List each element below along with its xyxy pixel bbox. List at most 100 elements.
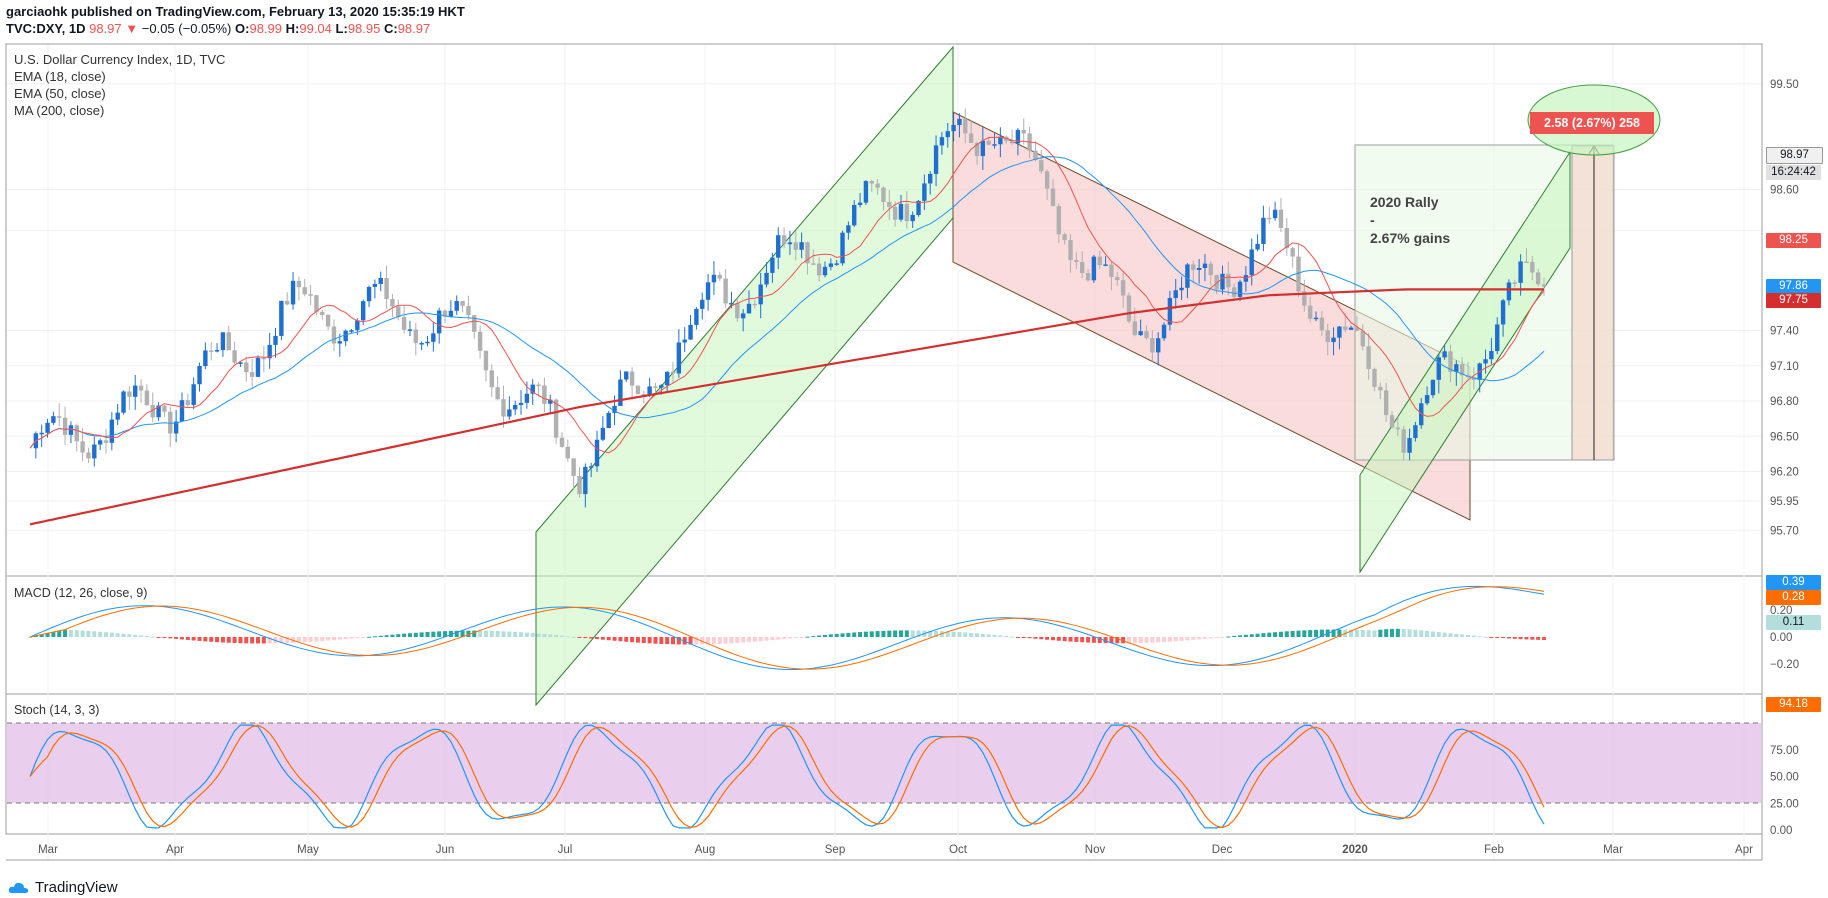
- macd-bar: [1337, 629, 1342, 637]
- macd-bar: [1080, 637, 1085, 643]
- macd-bar: [1156, 637, 1161, 643]
- candle-body: [1436, 357, 1441, 380]
- macd-bar: [308, 637, 313, 642]
- macd-bar: [875, 631, 880, 637]
- candle-body: [875, 183, 880, 188]
- macd-line: [29, 585, 1545, 670]
- candle-body: [1395, 427, 1401, 430]
- tradingview-logo[interactable]: TradingView: [8, 879, 118, 896]
- macd-bar: [1214, 637, 1219, 638]
- candle-body: [583, 466, 588, 494]
- macd-bar: [483, 630, 488, 637]
- candle-body: [1044, 171, 1050, 189]
- x-tick-label: Jul: [558, 844, 573, 856]
- macd-bar: [700, 637, 705, 645]
- candle-body: [1360, 330, 1365, 347]
- stoch-legend[interactable]: Stoch (14, 3, 3): [14, 703, 100, 717]
- candle-body: [717, 274, 722, 279]
- legend-ema18[interactable]: EMA (18, close): [14, 69, 106, 84]
- candle-body: [103, 440, 109, 443]
- macd-bar: [1477, 636, 1482, 638]
- macd-bar: [1436, 632, 1441, 637]
- macd-bar: [250, 637, 255, 644]
- legend-ma200[interactable]: MA (200, close): [14, 103, 105, 118]
- candle-body: [588, 466, 594, 468]
- macd-bar: [1027, 637, 1032, 639]
- candle-body: [448, 310, 454, 317]
- candle-body: [694, 308, 699, 325]
- candle-body: [594, 439, 600, 467]
- macd-bar: [402, 633, 407, 637]
- x-tick-label: Mar: [38, 844, 58, 856]
- candle-body: [57, 416, 62, 418]
- macd-bar: [1255, 633, 1260, 637]
- candle-body: [431, 333, 436, 342]
- candle-body: [629, 371, 635, 386]
- macd-bar: [39, 634, 44, 637]
- macd-bar: [448, 630, 453, 637]
- candle-body: [711, 274, 717, 283]
- macd-bar: [133, 634, 138, 637]
- macd-bar: [828, 634, 833, 637]
- macd-bar: [1395, 628, 1400, 637]
- candle-body: [746, 303, 752, 314]
- macd-bar: [945, 631, 950, 637]
- candle-body: [1459, 364, 1465, 376]
- candle-body: [401, 316, 407, 330]
- macd-bar: [519, 632, 524, 637]
- up-channel-2: [1359, 150, 1571, 574]
- x-tick-label: Mar: [1603, 844, 1623, 856]
- candle-body: [641, 394, 646, 396]
- candle-body: [244, 362, 249, 373]
- macd-bar: [624, 637, 629, 642]
- macd-bar: [162, 637, 167, 638]
- x-tick-label: Jun: [436, 844, 455, 856]
- macd-bar: [185, 637, 190, 640]
- candle-body: [127, 391, 132, 397]
- macd-bar: [384, 635, 389, 637]
- candle-body: [758, 284, 763, 305]
- candle-body: [302, 287, 307, 295]
- candle-body: [916, 200, 921, 215]
- macd-bar: [974, 633, 979, 637]
- macd-bar: [1290, 630, 1295, 637]
- macd-bar: [822, 634, 827, 637]
- candle-body: [1074, 260, 1079, 263]
- legend-ema50[interactable]: EMA (50, close): [14, 86, 106, 101]
- macd-tick-label: 0.00: [1770, 632, 1792, 644]
- macd-bar: [454, 630, 459, 637]
- candle-body: [928, 173, 933, 184]
- macd-bar: [507, 631, 512, 637]
- candle-body: [1155, 338, 1161, 353]
- stoch-tick-label: 50.00: [1770, 772, 1799, 784]
- down-arrow-icon: ▼: [125, 21, 139, 36]
- measure-label[interactable]: 2.58 (2.67%) 258: [1530, 112, 1654, 134]
- y-tick-label: 97.40: [1770, 326, 1799, 338]
- macd-bar: [80, 630, 85, 637]
- y-tick-label: 96.80: [1770, 396, 1799, 408]
- candle-body: [735, 303, 740, 319]
- candle-body: [1039, 160, 1044, 172]
- macd-bar: [893, 630, 898, 637]
- candle-body: [179, 400, 185, 422]
- candle-body: [922, 183, 927, 201]
- candle-body: [1144, 331, 1149, 339]
- x-tick-label: Sep: [825, 844, 845, 856]
- candle-body: [606, 412, 611, 428]
- macd-tick-label: −0.20: [1770, 659, 1799, 671]
- macd-bar: [1442, 632, 1447, 637]
- macd-legend[interactable]: MACD (12, 26, close, 9): [14, 586, 148, 600]
- candle-body: [1378, 386, 1383, 391]
- candle-body: [173, 421, 179, 434]
- candle-body: [390, 299, 395, 307]
- macd-bar: [390, 634, 395, 637]
- macd-bar: [559, 635, 564, 637]
- rally-label[interactable]: 2020 Rally - 2.67% gains: [1370, 194, 1451, 246]
- candle-body: [933, 145, 939, 174]
- hist-tag: 0.11: [1766, 615, 1821, 630]
- macd-bar: [1454, 633, 1459, 637]
- candle-body: [255, 357, 261, 377]
- candle-body: [220, 332, 226, 351]
- candle-body: [279, 300, 284, 336]
